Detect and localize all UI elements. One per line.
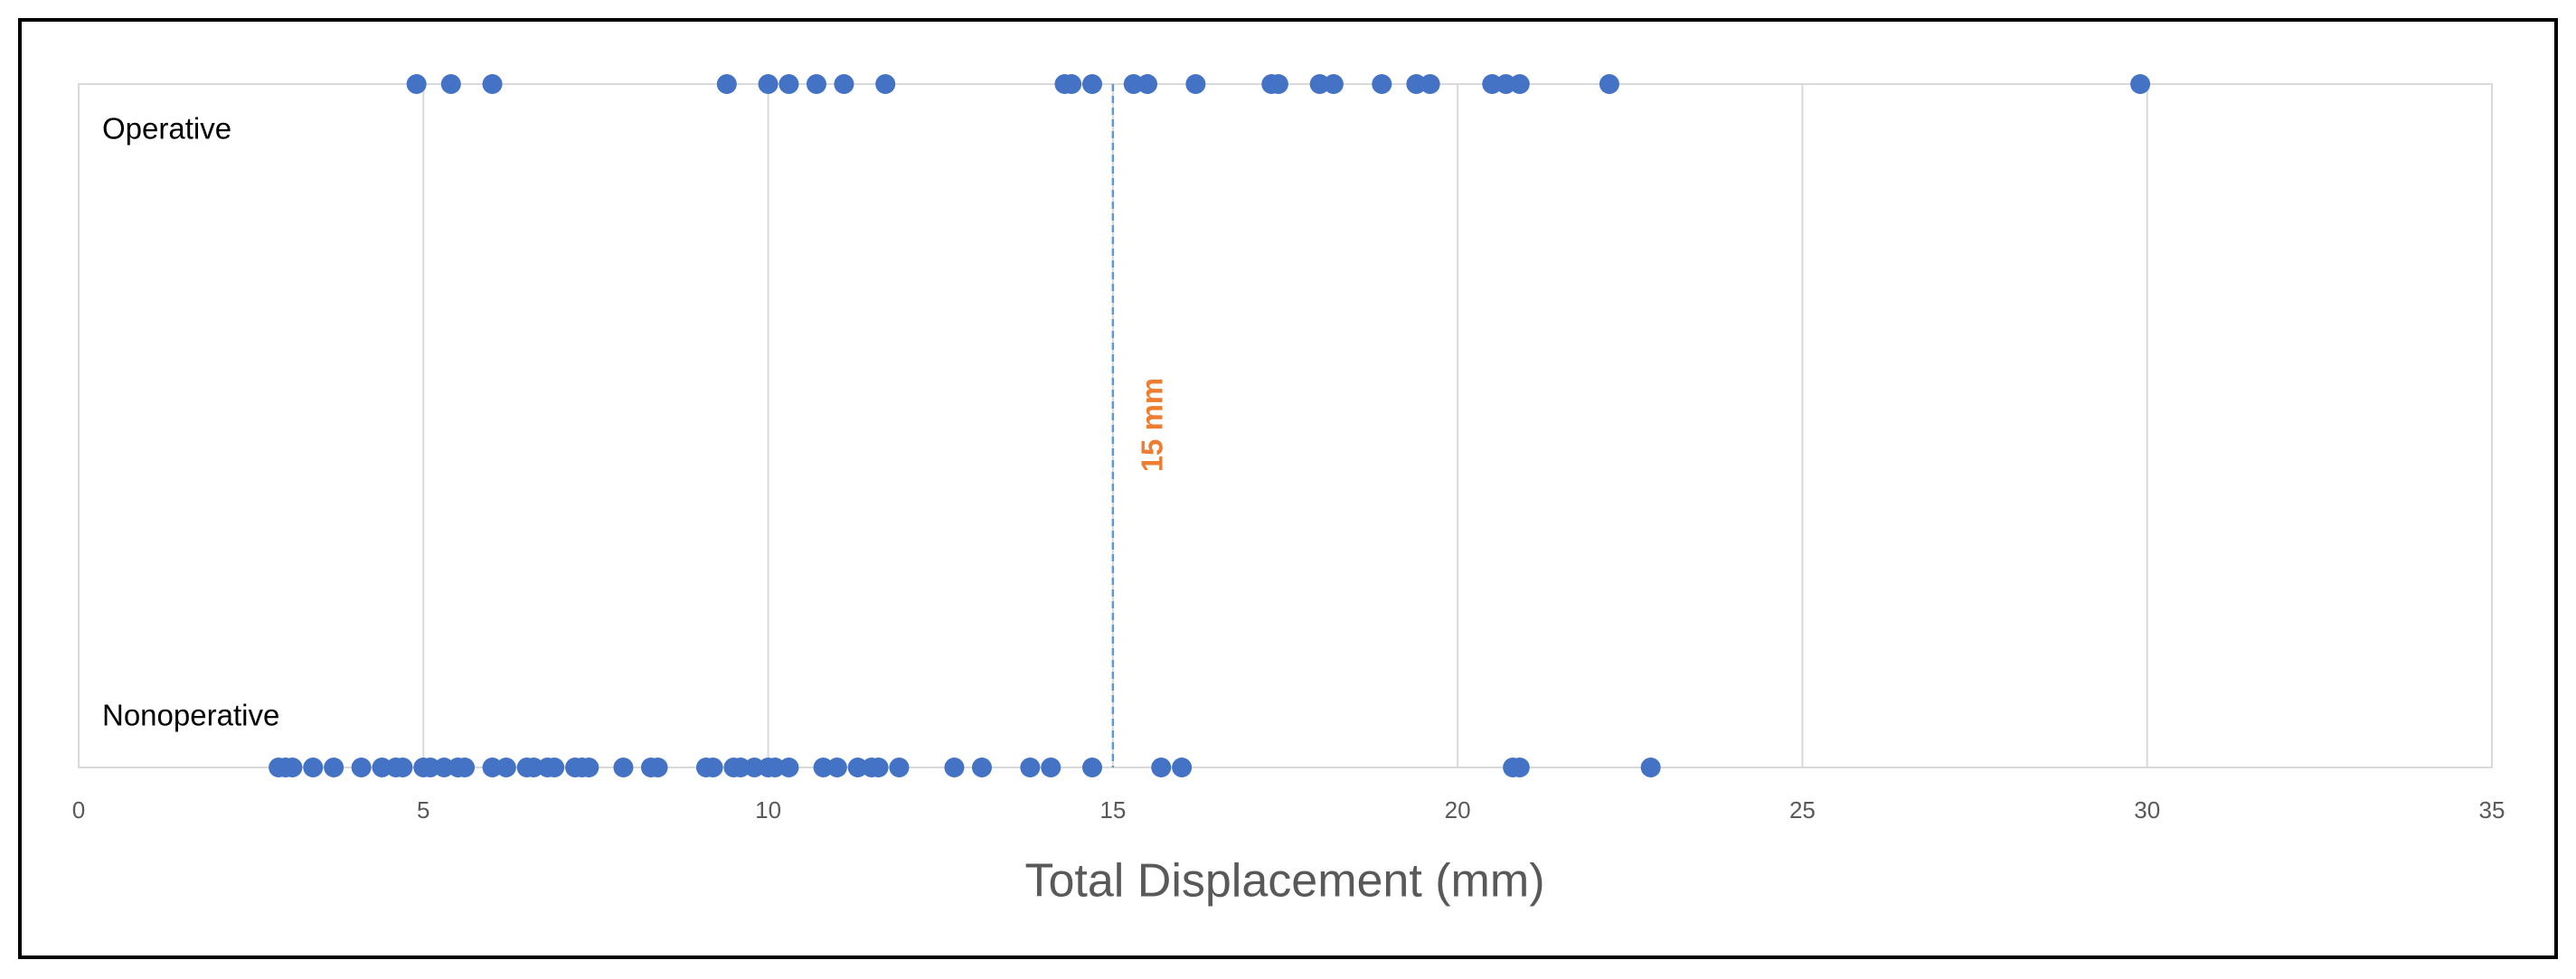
point: [778, 758, 799, 777]
point: [440, 74, 461, 94]
x-tick-label: 35: [2479, 796, 2505, 824]
point: [1509, 758, 1530, 777]
x-tick-label: 0: [72, 796, 85, 824]
point: [971, 758, 992, 777]
x-tick-label: 25: [1789, 796, 1816, 824]
point: [2130, 74, 2151, 94]
point: [731, 758, 751, 777]
point: [1081, 758, 1102, 777]
point: [303, 758, 324, 777]
point: [1496, 74, 1516, 94]
x-tick-label: 20: [1445, 796, 1471, 824]
point: [1137, 74, 1157, 94]
point: [1509, 74, 1530, 94]
point: [1406, 74, 1427, 94]
frame: [18, 18, 2558, 959]
point: [482, 74, 503, 94]
point: [434, 758, 455, 777]
point: [875, 74, 896, 94]
x-tick-label: 10: [755, 796, 781, 824]
point: [482, 758, 503, 777]
point: [1482, 74, 1503, 94]
point: [765, 758, 786, 777]
point: [1323, 74, 1344, 94]
point: [1309, 74, 1330, 94]
point: [1062, 74, 1082, 94]
point: [944, 758, 965, 777]
point: [524, 758, 544, 777]
point: [372, 758, 392, 777]
point: [455, 758, 476, 777]
point: [1640, 758, 1661, 777]
point: [1268, 74, 1288, 94]
series-label: Nonoperative: [102, 699, 279, 732]
point: [392, 758, 413, 777]
point: [744, 758, 765, 777]
x-tick-label: 30: [2134, 796, 2160, 824]
point: [1172, 758, 1193, 777]
point: [1041, 758, 1062, 777]
point: [1020, 758, 1041, 777]
point: [758, 74, 778, 94]
threshold-label: 15 mm: [1136, 378, 1169, 473]
point: [1372, 74, 1392, 94]
point: [703, 758, 723, 777]
point: [889, 758, 910, 777]
point: [324, 758, 344, 777]
point: [579, 758, 599, 777]
point: [495, 758, 516, 777]
x-tick-label: 5: [417, 796, 429, 824]
point: [1123, 74, 1144, 94]
point: [868, 758, 889, 777]
x-tick-label: 15: [1099, 796, 1126, 824]
x-axis-label: Total Displacement (mm): [1024, 855, 1544, 908]
point: [716, 74, 737, 94]
point: [826, 758, 847, 777]
point: [613, 758, 634, 777]
point: [1599, 74, 1619, 94]
point: [778, 74, 799, 94]
point: [1420, 74, 1440, 94]
series-label: Operative: [102, 112, 231, 146]
point: [544, 758, 565, 777]
point: [813, 758, 834, 777]
point: [406, 74, 427, 94]
point: [834, 74, 854, 94]
point: [806, 74, 826, 94]
point: [1151, 758, 1172, 777]
point: [847, 758, 868, 777]
point: [647, 758, 668, 777]
point: [282, 758, 303, 777]
point: [351, 758, 372, 777]
point: [1081, 74, 1102, 94]
point: [1185, 74, 1206, 94]
point: [420, 758, 440, 777]
